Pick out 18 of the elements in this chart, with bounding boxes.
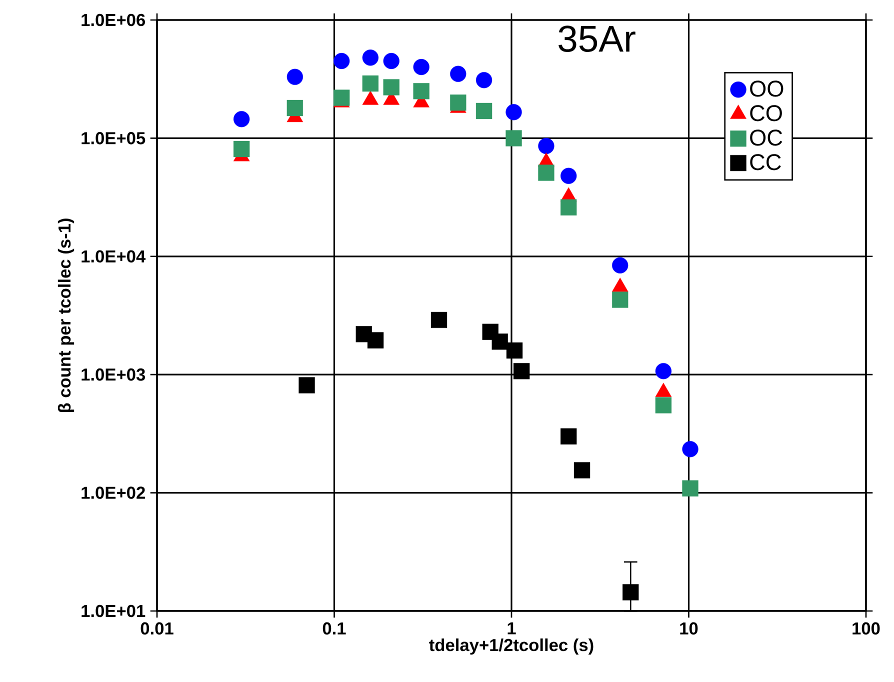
- y-tick-label: 1.0E+05: [82, 132, 146, 144]
- y-tick-label: 1.0E+03: [82, 368, 146, 381]
- legend-label: CO: [750, 105, 782, 122]
- x-tick-label: 0.01: [140, 622, 174, 635]
- chart-title: 35Ar: [558, 26, 636, 52]
- y-tick-label: 1.0E+02: [82, 486, 145, 499]
- x-tick-label: 100: [852, 622, 880, 635]
- legend-label: OO: [750, 80, 784, 97]
- y-tick-label: 1.0E+01: [82, 604, 146, 618]
- x-tick-label: 1: [508, 622, 516, 634]
- y-axis-title: β count per tcollec (s-1): [58, 218, 74, 412]
- y-tick-label: 1.0E+06: [82, 14, 146, 26]
- legend-label: CC: [750, 154, 781, 170]
- legend-label: OC: [750, 130, 782, 146]
- x-axis-title: tdelay+1/2tcollec (s): [429, 638, 594, 655]
- y-tick-label: 1.0E+04: [82, 250, 146, 263]
- x-tick-label: 0.1: [322, 622, 346, 635]
- x-tick-label: 10: [680, 622, 698, 635]
